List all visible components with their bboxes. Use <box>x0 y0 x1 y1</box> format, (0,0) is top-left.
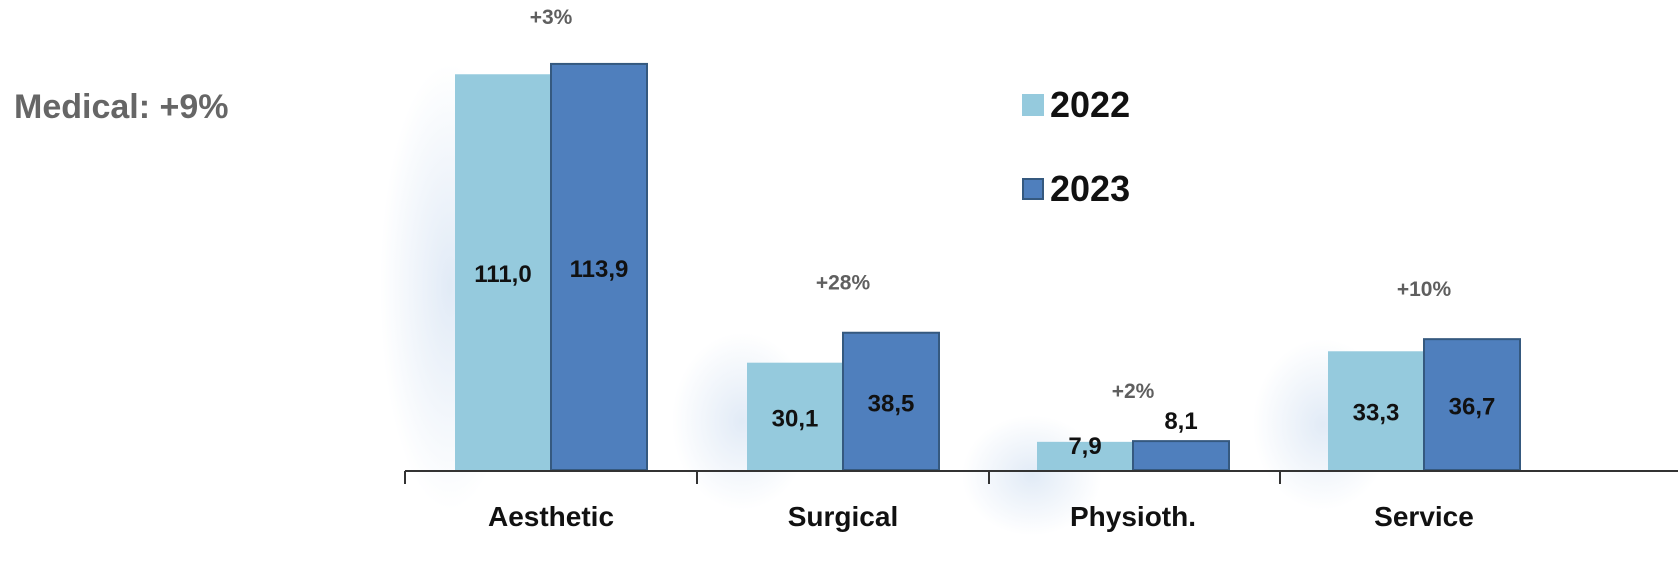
category-label-surgical: Surgical <box>788 501 898 532</box>
value-label-service-2023: 36,7 <box>1449 394 1496 421</box>
headline-medical-growth: Medical: +9% <box>14 88 229 126</box>
legend-label-2022: 2022 <box>1050 84 1131 125</box>
legend-item-2023: 2023 <box>1022 168 1130 210</box>
growth-label-surgical: +28% <box>816 272 871 295</box>
bar-physioth-2022 <box>1037 441 1133 470</box>
category-label-service: Service <box>1374 501 1474 532</box>
bar-aesthetic-2023 <box>550 62 648 471</box>
legend-swatch-2022 <box>1022 94 1044 116</box>
bars-group <box>455 62 1521 471</box>
legend-label-2023: 2023 <box>1050 168 1131 209</box>
value-label-physioth-2023: 8,1 <box>1164 408 1197 435</box>
value-label-surgical-2022: 30,1 <box>772 405 819 432</box>
bar-aesthetic-2022 <box>455 74 551 471</box>
labels-group: 111,0 113,9 +3% Aesthetic 30,1 38,5 +28% Surgic… <box>474 6 1495 532</box>
value-label-aesthetic-2022: 111,0 <box>474 261 531 288</box>
value-label-service-2022: 33,3 <box>1353 400 1400 427</box>
bar-physioth-2023 <box>1132 440 1230 471</box>
bar-service-2022 <box>1328 351 1424 470</box>
category-label-aesthetic: Aesthetic <box>488 501 614 532</box>
legend-swatch-2023 <box>1022 178 1044 200</box>
value-label-surgical-2023: 38,5 <box>868 390 915 417</box>
bar-surgical-2022 <box>747 362 843 470</box>
growth-label-aesthetic: +3% <box>530 6 573 29</box>
x-axis <box>404 470 1678 484</box>
growth-label-service: +10% <box>1397 278 1452 301</box>
legend-item-2022: 2022 <box>1022 84 1130 126</box>
category-label-physioth: Physioth. <box>1070 501 1196 532</box>
value-label-physioth-2022: 7,9 <box>1068 433 1101 460</box>
bar-surgical-2023 <box>842 331 940 471</box>
value-label-aesthetic-2023: 113,9 <box>570 256 629 283</box>
growth-label-physioth: +2% <box>1112 380 1155 403</box>
